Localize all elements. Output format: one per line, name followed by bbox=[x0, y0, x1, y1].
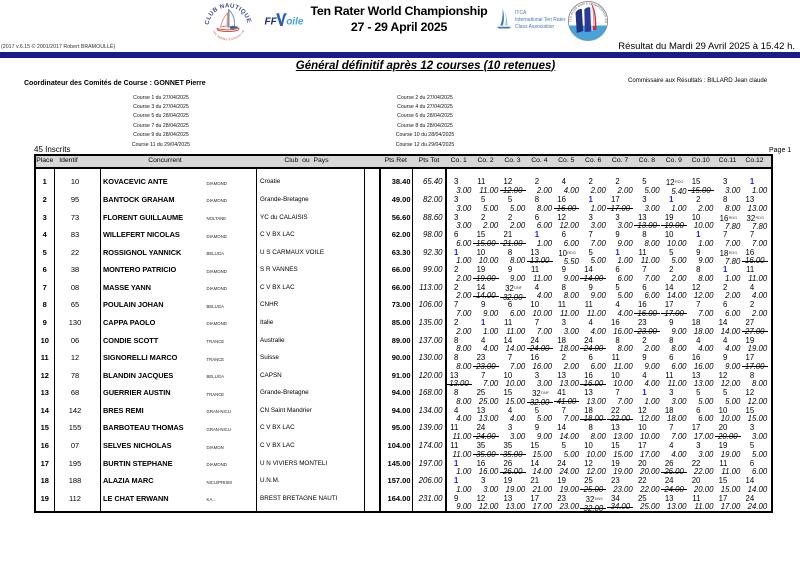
svg-text:International Ten Rater: International Ten Rater bbox=[515, 17, 566, 23]
svg-text:FF: FF bbox=[265, 17, 278, 28]
svg-text:ITCA: ITCA bbox=[515, 10, 527, 16]
svg-text:oile: oile bbox=[286, 17, 303, 28]
svg-text:Class Association: Class Association bbox=[515, 24, 554, 30]
